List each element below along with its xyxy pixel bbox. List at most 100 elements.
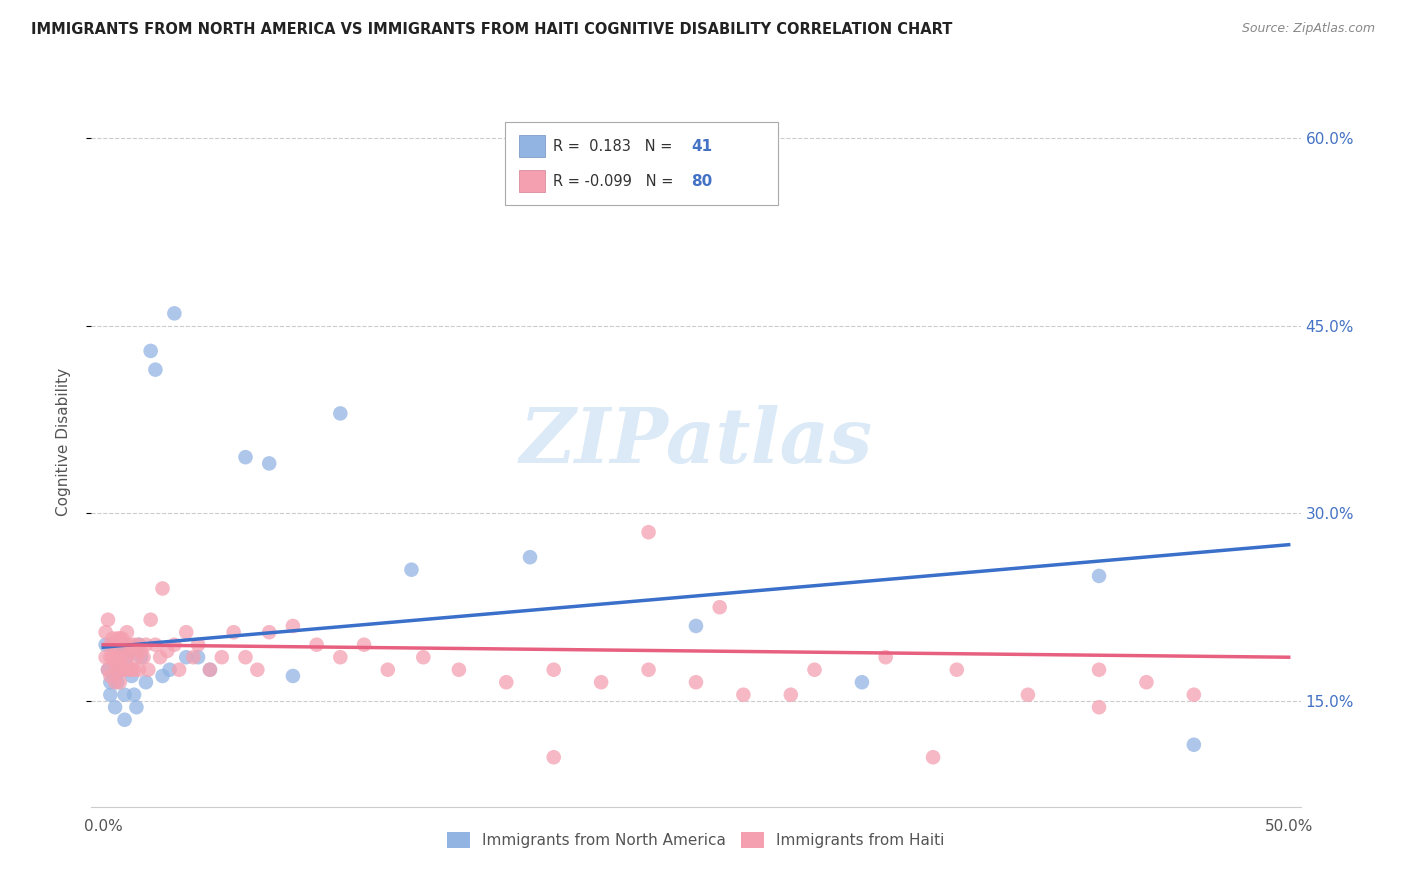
Point bbox=[257, 625, 280, 640]
Point bbox=[222, 625, 245, 640]
Point bbox=[101, 638, 124, 652]
Point bbox=[246, 663, 269, 677]
Point bbox=[108, 650, 131, 665]
Point bbox=[1135, 675, 1157, 690]
Point bbox=[152, 669, 174, 683]
Point bbox=[129, 650, 152, 665]
Text: IMMIGRANTS FROM NORTH AMERICA VS IMMIGRANTS FROM HAITI COGNITIVE DISABILITY CORR: IMMIGRANTS FROM NORTH AMERICA VS IMMIGRA… bbox=[31, 22, 952, 37]
Point bbox=[329, 650, 352, 665]
Point bbox=[111, 663, 134, 677]
Point bbox=[1088, 663, 1111, 677]
Point bbox=[156, 644, 179, 658]
Text: R = -0.099   N =: R = -0.099 N = bbox=[554, 174, 679, 188]
Point bbox=[159, 663, 181, 677]
Point bbox=[121, 669, 143, 683]
Text: 80: 80 bbox=[692, 174, 713, 188]
Point bbox=[257, 457, 280, 471]
Point bbox=[108, 663, 131, 677]
Point bbox=[803, 663, 825, 677]
Point bbox=[94, 638, 117, 652]
Point bbox=[412, 650, 434, 665]
Point bbox=[107, 632, 129, 646]
Point bbox=[114, 713, 136, 727]
Point bbox=[104, 638, 127, 652]
Point bbox=[125, 700, 148, 714]
Point bbox=[149, 650, 172, 665]
Point bbox=[135, 675, 157, 690]
Point bbox=[183, 650, 205, 665]
Text: ZIPatlas: ZIPatlas bbox=[519, 405, 873, 478]
Point bbox=[128, 638, 150, 652]
Point bbox=[125, 650, 148, 665]
Point bbox=[108, 632, 131, 646]
Point bbox=[114, 688, 136, 702]
Point bbox=[121, 663, 143, 677]
Point bbox=[174, 625, 197, 640]
Point bbox=[118, 663, 141, 677]
Point bbox=[118, 638, 141, 652]
Point bbox=[1182, 738, 1205, 752]
Point bbox=[637, 663, 659, 677]
Point bbox=[591, 675, 613, 690]
Point bbox=[377, 663, 399, 677]
Point bbox=[128, 663, 150, 677]
Y-axis label: Cognitive Disability: Cognitive Disability bbox=[56, 368, 70, 516]
Point bbox=[851, 675, 873, 690]
Point bbox=[163, 306, 186, 320]
Point bbox=[779, 688, 801, 702]
Point bbox=[543, 663, 565, 677]
Point bbox=[108, 644, 131, 658]
Point bbox=[1182, 688, 1205, 702]
Point bbox=[733, 688, 755, 702]
Point bbox=[145, 362, 167, 376]
Point bbox=[97, 663, 120, 677]
Point bbox=[519, 550, 541, 565]
Point bbox=[685, 619, 707, 633]
Point bbox=[107, 675, 129, 690]
Point bbox=[136, 663, 159, 677]
Point bbox=[1088, 569, 1111, 583]
Point bbox=[329, 406, 352, 420]
Point bbox=[104, 669, 127, 683]
Point bbox=[111, 663, 134, 677]
Legend: Immigrants from North America, Immigrants from Haiti: Immigrants from North America, Immigrant… bbox=[441, 826, 950, 855]
Point bbox=[174, 650, 197, 665]
Point bbox=[122, 638, 145, 652]
Point bbox=[104, 700, 127, 714]
Point bbox=[1017, 688, 1039, 702]
Point bbox=[447, 663, 470, 677]
Point bbox=[121, 644, 143, 658]
Point bbox=[114, 638, 136, 652]
Point bbox=[281, 669, 304, 683]
Point bbox=[101, 650, 124, 665]
Point bbox=[401, 563, 423, 577]
Point bbox=[875, 650, 897, 665]
Point bbox=[211, 650, 233, 665]
Point bbox=[115, 625, 138, 640]
Point bbox=[111, 638, 134, 652]
Point bbox=[94, 650, 117, 665]
Point bbox=[115, 650, 138, 665]
Point bbox=[101, 632, 124, 646]
Point bbox=[305, 638, 328, 652]
Point bbox=[97, 663, 120, 677]
Point bbox=[107, 657, 129, 671]
Point bbox=[709, 600, 731, 615]
Point bbox=[353, 638, 375, 652]
Point bbox=[187, 650, 209, 665]
Point bbox=[118, 663, 141, 677]
Point bbox=[187, 638, 209, 652]
Point bbox=[132, 650, 155, 665]
Text: R =  0.183   N =: R = 0.183 N = bbox=[554, 139, 678, 153]
Point bbox=[637, 525, 659, 540]
Point bbox=[922, 750, 945, 764]
Text: 41: 41 bbox=[692, 139, 713, 153]
Point bbox=[139, 343, 162, 358]
Point bbox=[107, 663, 129, 677]
Point bbox=[111, 650, 134, 665]
Point bbox=[163, 638, 186, 652]
Point bbox=[235, 450, 257, 465]
Point bbox=[98, 669, 121, 683]
Point bbox=[1088, 700, 1111, 714]
Point bbox=[281, 619, 304, 633]
